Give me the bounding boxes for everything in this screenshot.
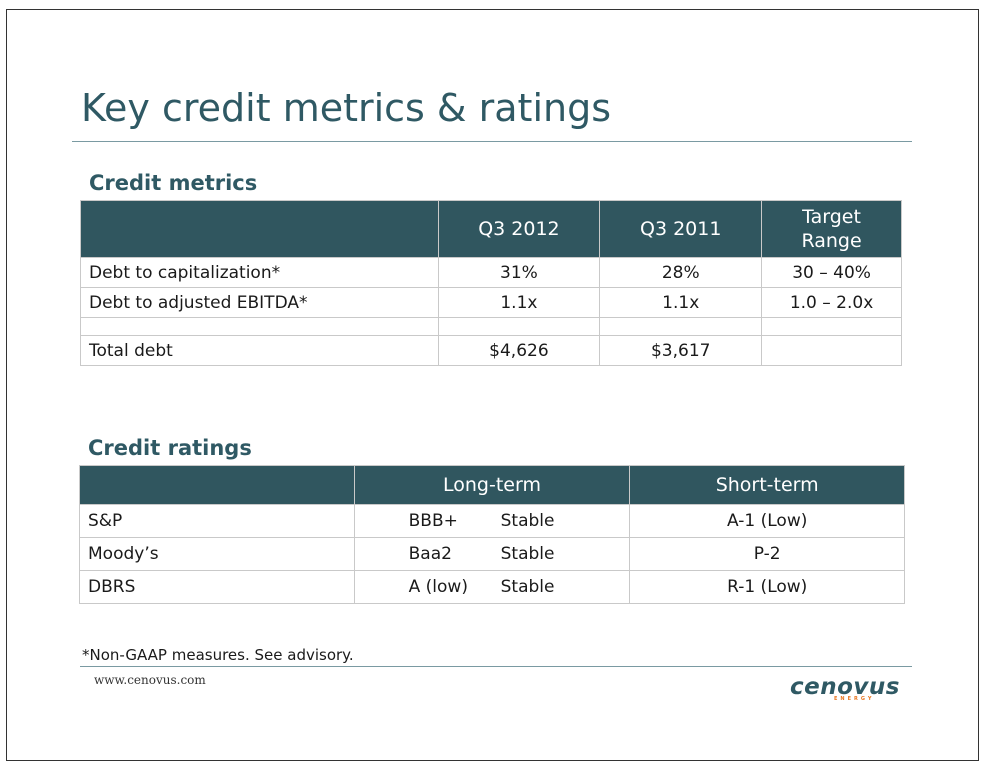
credit-ratings-table: Long-term Short-term S&P BBB+ Stable A-1 … <box>79 465 905 604</box>
table-cell: $3,617 <box>599 335 763 366</box>
column-header: Short-term <box>629 465 905 505</box>
footer-divider <box>80 666 912 667</box>
table-row: DBRS A (low) Stable R-1 (Low) <box>79 570 905 604</box>
table-row: Moody’s Baa2 Stable P-2 <box>79 537 905 571</box>
website-url: www.cenovus.com <box>94 673 206 687</box>
short-term-rating: A-1 (Low) <box>629 504 905 538</box>
table-cell: 30 – 40% <box>761 257 902 288</box>
table-cell: 31% <box>437 257 601 288</box>
table-cell: 28% <box>599 257 763 288</box>
footnote: *Non-GAAP measures. See advisory. <box>82 646 354 664</box>
column-header: Q3 2012 <box>437 200 601 258</box>
table-row: Debt to capitalization* 31% 28% 30 – 40% <box>80 257 902 288</box>
table-cell: 1.1x <box>437 287 601 318</box>
row-label: Debt to capitalization* <box>80 257 439 288</box>
page-title: Key credit metrics & ratings <box>81 86 612 130</box>
agency-name: DBRS <box>79 570 355 604</box>
long-term-rating: Baa2 <box>408 544 452 564</box>
logo-wordmark: cenovus <box>790 674 900 700</box>
column-header: Long-term <box>353 465 631 505</box>
long-term-outlook: Stable <box>500 511 555 531</box>
cenovus-logo: cenovus ENERGY <box>790 674 900 708</box>
table-row: S&P BBB+ Stable A-1 (Low) <box>79 504 905 538</box>
long-term-outlook: Stable <box>500 577 555 597</box>
table-cell <box>761 317 902 336</box>
table-header-row: Long-term Short-term <box>79 465 905 505</box>
table-row: Debt to adjusted EBITDA* 1.1x 1.1x 1.0 –… <box>80 287 902 318</box>
credit-metrics-heading: Credit metrics <box>89 171 258 195</box>
column-header <box>79 465 355 505</box>
long-term-outlook: Stable <box>500 544 555 564</box>
table-cell: 1.1x <box>599 287 763 318</box>
long-term-cell: Baa2 Stable <box>353 537 631 571</box>
short-term-rating: P-2 <box>629 537 905 571</box>
table-cell <box>437 317 601 336</box>
long-term-rating: A (low) <box>408 577 468 597</box>
table-cell <box>599 317 763 336</box>
table-cell: $4,626 <box>437 335 601 366</box>
row-label: Total debt <box>80 335 439 366</box>
column-header: Target Range <box>761 200 902 258</box>
table-cell <box>761 335 902 366</box>
row-label: Debt to adjusted EBITDA* <box>80 287 439 318</box>
long-term-rating: BBB+ <box>408 511 458 531</box>
column-header: Q3 2011 <box>599 200 763 258</box>
long-term-cell: A (low) Stable <box>353 570 631 604</box>
slide-frame <box>6 9 979 761</box>
table-row: Total debt $4,626 $3,617 <box>80 335 902 366</box>
table-row-spacer <box>80 317 902 336</box>
table-cell: 1.0 – 2.0x <box>761 287 902 318</box>
credit-ratings-heading: Credit ratings <box>88 436 252 460</box>
table-cell <box>80 317 439 336</box>
agency-name: Moody’s <box>79 537 355 571</box>
table-header-row: Q3 2012 Q3 2011 Target Range <box>80 200 902 258</box>
credit-metrics-table: Q3 2012 Q3 2011 Target Range Debt to cap… <box>80 200 902 366</box>
agency-name: S&P <box>79 504 355 538</box>
title-divider <box>72 141 912 142</box>
column-header <box>80 200 439 258</box>
long-term-cell: BBB+ Stable <box>353 504 631 538</box>
logo-subtitle: ENERGY <box>834 696 875 702</box>
short-term-rating: R-1 (Low) <box>629 570 905 604</box>
